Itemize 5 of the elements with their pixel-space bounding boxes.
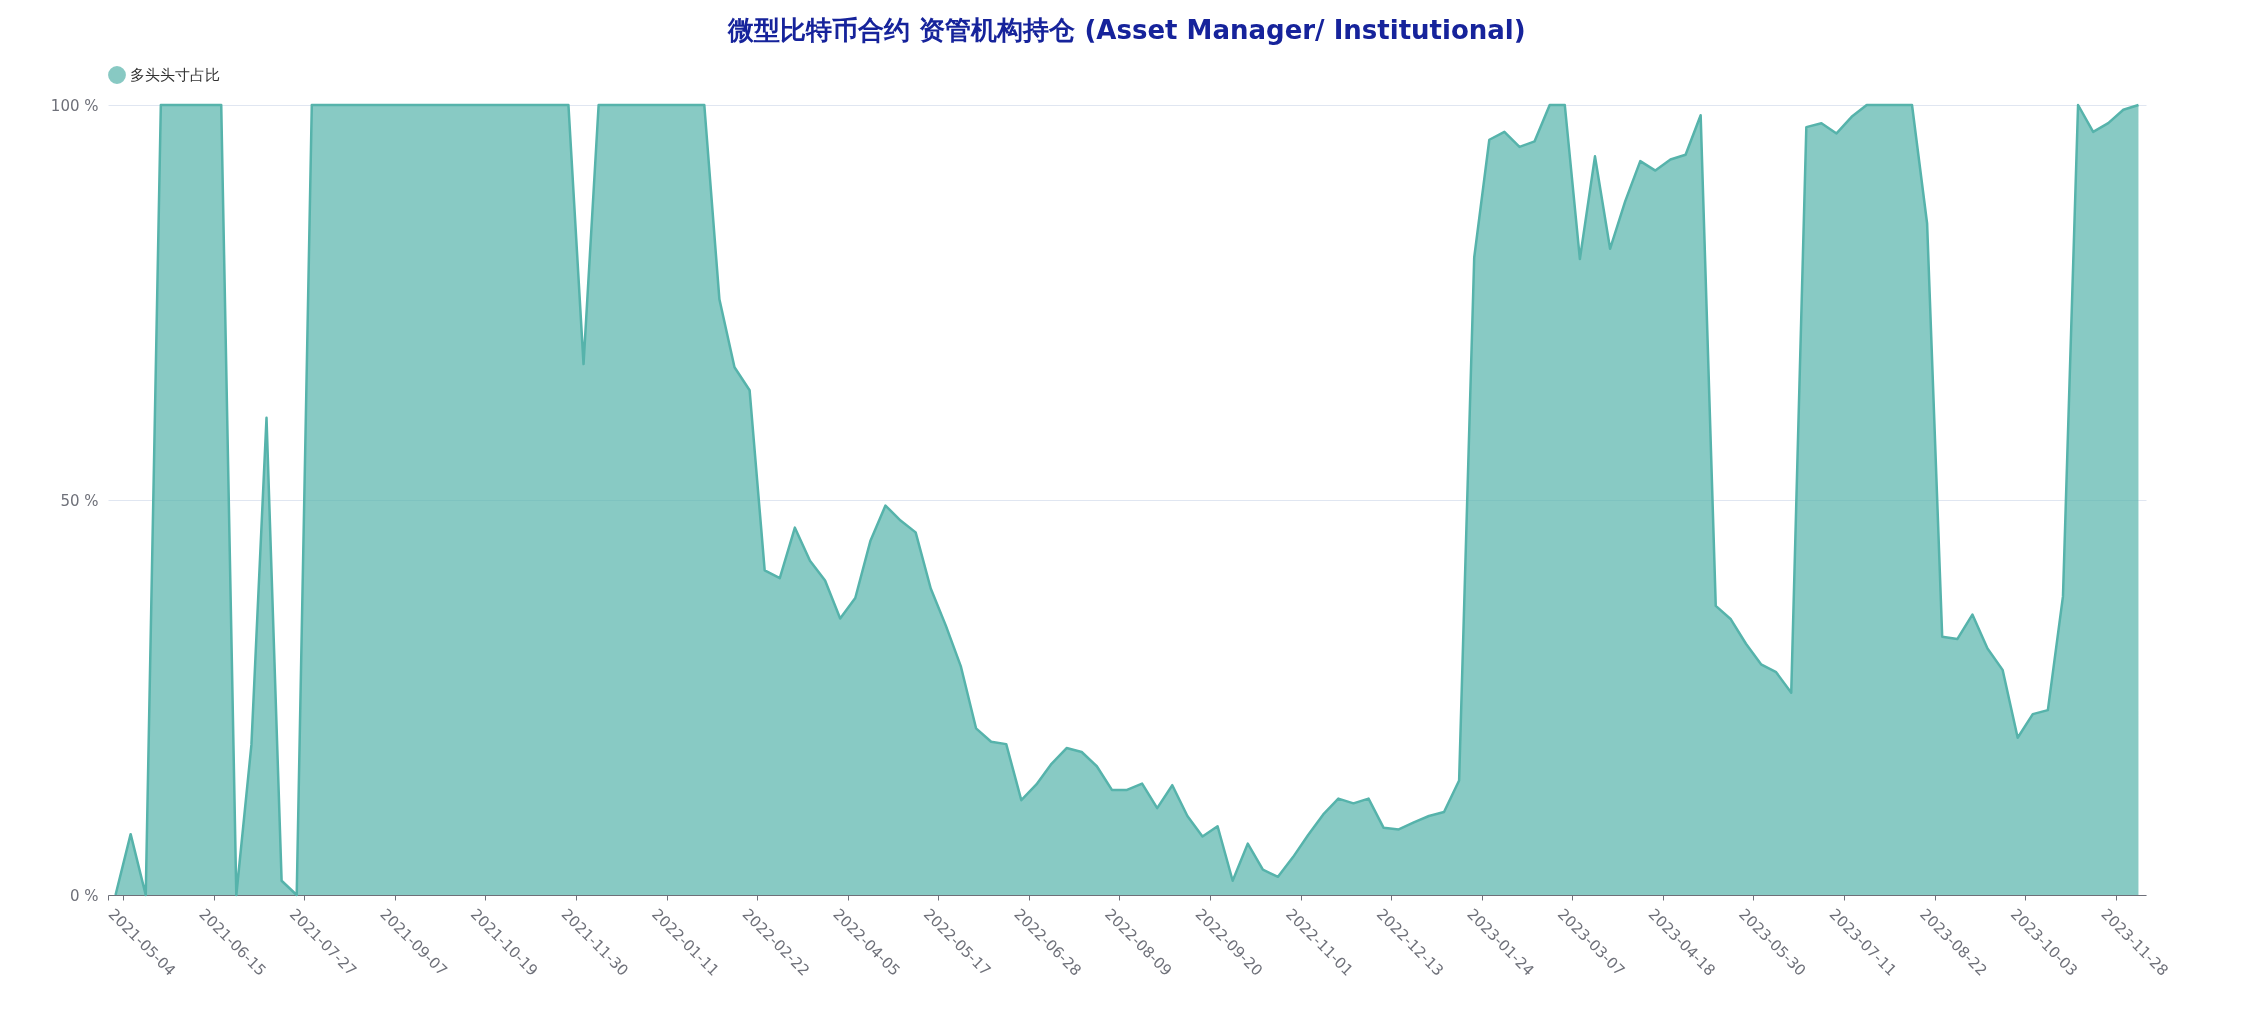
y-tick-label: 100 % bbox=[50, 96, 99, 115]
y-tick-label: 50 % bbox=[60, 491, 99, 510]
y-tick-label: 0 % bbox=[69, 886, 99, 905]
chart-title: 微型比特币合约 资管机构持仓 (Asset Manager/ Institutional) bbox=[727, 15, 1526, 45]
legend-label: 多头头寸占比 bbox=[130, 66, 220, 84]
